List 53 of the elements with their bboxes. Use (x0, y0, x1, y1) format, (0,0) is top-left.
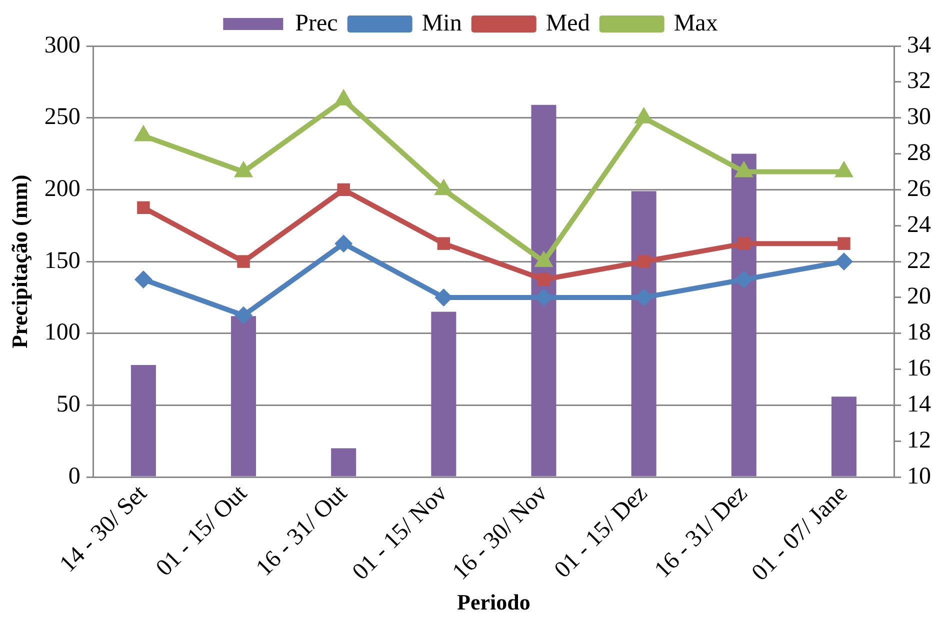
y2-tick-label: 30 (907, 104, 931, 130)
y-axis-title: Precipitação (mm) (6, 174, 32, 348)
y-tick-label: 0 (68, 463, 80, 490)
point (738, 237, 750, 250)
point (234, 160, 254, 178)
bar (831, 396, 856, 476)
y-tick-label: 100 (44, 320, 80, 346)
y2-tick-label: 16 (907, 356, 931, 382)
point (234, 306, 253, 324)
y2-tick-label: 26 (907, 176, 931, 202)
y2-tick-label: 20 (907, 284, 931, 310)
bar (531, 104, 556, 476)
point (134, 124, 153, 142)
y2-tick-label: 34 (907, 32, 931, 58)
y-tick-label: 50 (56, 392, 80, 418)
y2-tick-label: 12 (907, 427, 931, 454)
legend-label: Med (546, 10, 590, 36)
y-tick-label: 300 (44, 32, 80, 58)
legend-label: Min (422, 10, 462, 36)
y2-tick-label: 10 (907, 463, 931, 490)
x-axis-title: Periodo (457, 589, 530, 614)
bar (331, 448, 356, 476)
y2-tick-label: 32 (907, 68, 931, 94)
y2-tick-label: 22 (907, 248, 931, 274)
y2-tick-label: 24 (907, 212, 931, 238)
point (834, 160, 854, 178)
y2-tick-label: 14 (907, 392, 931, 418)
point (734, 160, 754, 178)
x-tick-label: 01 - 15/ Out (151, 480, 252, 582)
point (237, 255, 250, 268)
y2-tick-label: 28 (907, 140, 931, 166)
bar (231, 316, 256, 476)
bar (431, 312, 456, 476)
y-tick-label: 150 (44, 248, 80, 274)
bar (631, 191, 656, 476)
y-tick-label: 250 (44, 104, 80, 130)
point (834, 252, 853, 271)
point (334, 234, 353, 253)
bar (130, 364, 156, 476)
y2-tick-label: 18 (907, 320, 931, 346)
point (734, 270, 753, 288)
point (637, 255, 650, 268)
point (134, 270, 152, 288)
legend-label: Prec (295, 10, 338, 36)
point (334, 88, 354, 106)
point (137, 201, 150, 214)
bar (731, 154, 756, 476)
point (434, 178, 454, 196)
point (838, 237, 850, 250)
legend-label: Max (674, 10, 718, 36)
y-tick-label: 200 (44, 176, 80, 202)
point (537, 273, 550, 286)
point (437, 237, 450, 250)
